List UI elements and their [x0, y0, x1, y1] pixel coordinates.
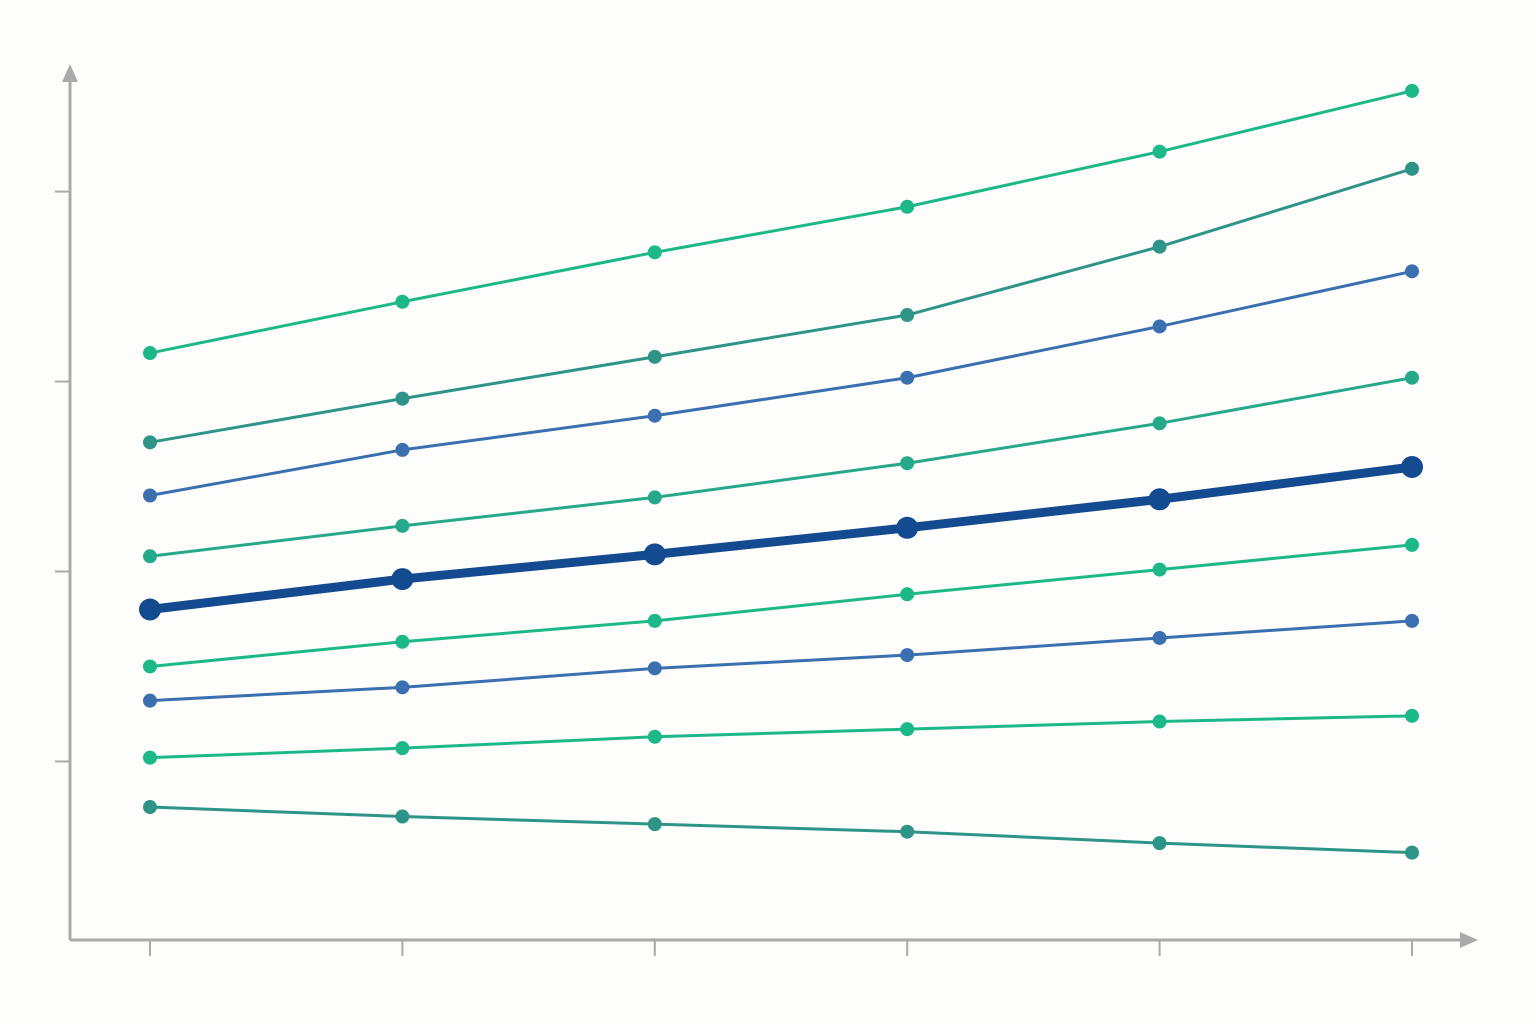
data-point — [395, 634, 410, 649]
data-point — [1152, 714, 1167, 729]
data-point — [143, 693, 157, 708]
data-point — [900, 308, 915, 323]
data-point — [395, 518, 410, 533]
data-point — [1405, 161, 1419, 176]
data-point — [1405, 264, 1419, 279]
data-point — [900, 370, 915, 385]
series-line — [149, 543, 1413, 668]
data-point — [1405, 708, 1419, 723]
data-point — [1405, 537, 1419, 552]
data-point — [143, 488, 157, 503]
data-point — [896, 516, 919, 539]
data-point — [647, 408, 662, 423]
data-point — [395, 391, 410, 406]
data-point — [647, 817, 662, 832]
data-point — [143, 346, 157, 361]
data-point — [1152, 630, 1167, 645]
data-point — [143, 750, 157, 765]
series-line — [149, 269, 1413, 497]
data-point — [1405, 613, 1419, 628]
data-point — [900, 824, 915, 839]
data-point — [900, 587, 915, 602]
series-line — [149, 714, 1413, 760]
data-point — [143, 659, 157, 674]
data-point — [1405, 370, 1419, 385]
data-point — [643, 543, 666, 566]
data-point — [143, 549, 157, 564]
data-point — [647, 349, 662, 364]
data-point — [395, 442, 410, 457]
x-axis-arrow — [1460, 932, 1478, 948]
data-point — [1401, 456, 1423, 479]
data-point — [900, 648, 915, 663]
series-line — [149, 167, 1413, 444]
data-point — [1405, 83, 1419, 98]
series-line — [149, 619, 1413, 703]
data-point — [900, 722, 915, 737]
series-line — [149, 805, 1413, 855]
data-point — [1152, 239, 1167, 254]
series-line — [149, 89, 1413, 355]
data-point — [647, 729, 662, 744]
data-point — [1152, 144, 1167, 159]
data-point — [1152, 319, 1167, 334]
data-point — [647, 613, 662, 628]
data-point — [1152, 836, 1167, 851]
data-point — [647, 661, 662, 676]
data-point — [391, 568, 414, 591]
data-point — [395, 680, 410, 695]
data-point — [395, 809, 410, 824]
series-line — [149, 462, 1413, 614]
data-point — [1152, 416, 1167, 431]
data-point — [143, 435, 157, 450]
data-point — [647, 490, 662, 505]
data-point — [1405, 845, 1419, 860]
series-line — [149, 376, 1413, 558]
data-point — [395, 741, 410, 756]
data-point — [143, 800, 157, 815]
data-point — [900, 199, 915, 214]
data-point — [139, 598, 161, 621]
data-point — [647, 245, 662, 260]
data-point — [1152, 562, 1167, 577]
y-axis-arrow — [62, 64, 78, 82]
data-point — [900, 456, 915, 471]
data-point — [395, 294, 410, 309]
data-point — [1148, 488, 1171, 511]
